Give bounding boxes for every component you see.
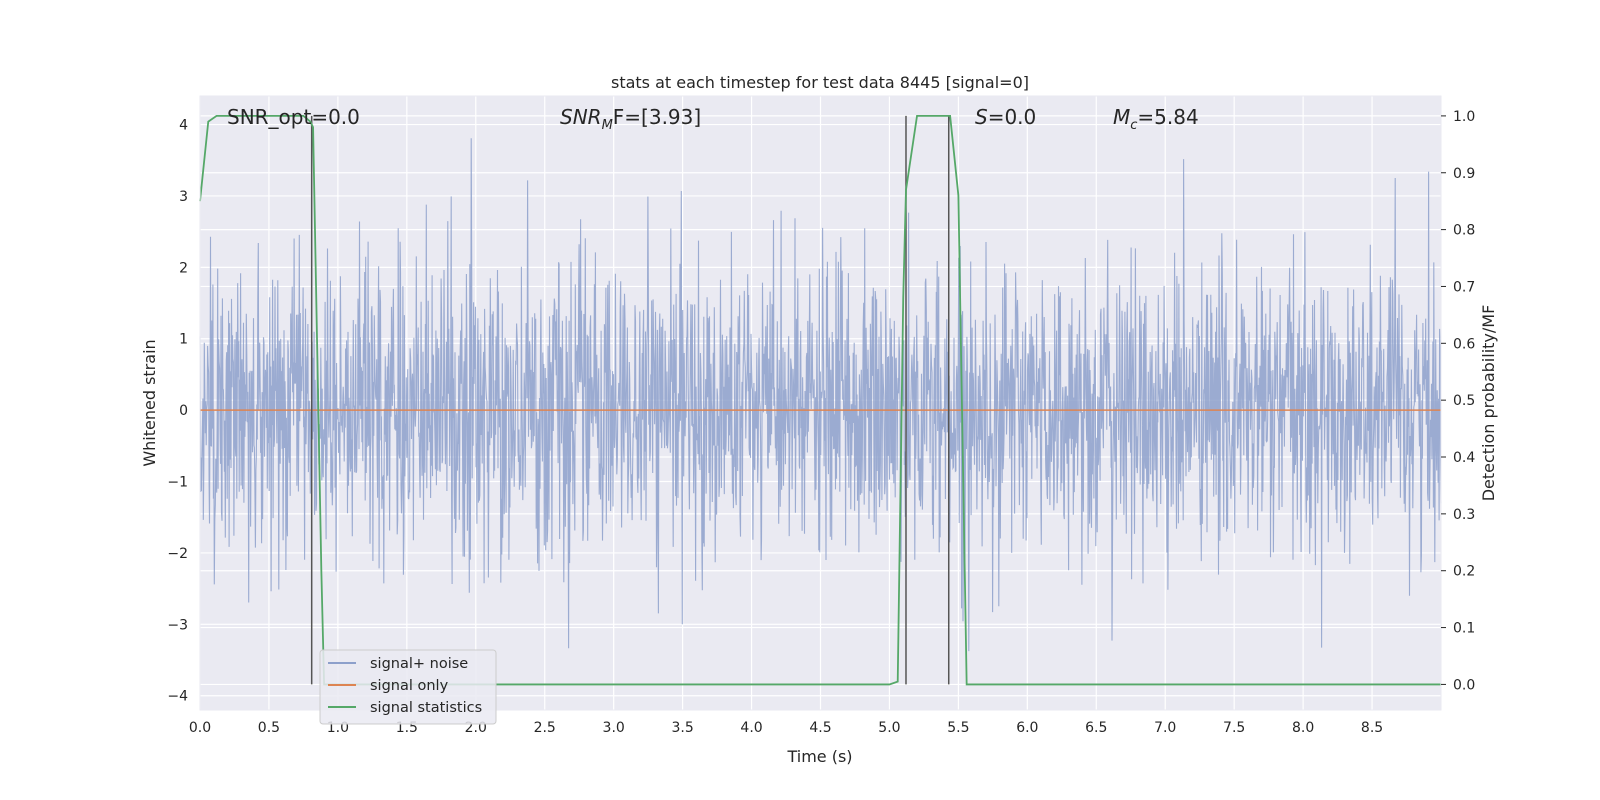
x-tick-label: 0.0 (189, 720, 211, 736)
snr-mf-prefix: SNR (560, 105, 602, 129)
y-tick-label-right: 0.8 (1453, 223, 1475, 239)
x-tick-label: 7.0 (1154, 720, 1176, 736)
y-tick-label-right: 0.7 (1453, 279, 1475, 295)
legend-label-signal-only: signal only (370, 678, 449, 694)
x-tick-label: 5.5 (947, 720, 969, 736)
x-axis-label: Time (s) (786, 747, 852, 766)
signal-statistics-line (199, 114, 1441, 686)
s-symbol: S (975, 105, 988, 129)
snr-mf-suffix: F=[3.93] (613, 105, 701, 129)
y-tick-label-right: 0.1 (1453, 621, 1475, 637)
y-tick-label-left: 4 (179, 118, 188, 134)
annotation-snr-mf: SNRMF=[3.93] (560, 105, 701, 133)
y-tick-label-right: 1.0 (1453, 109, 1475, 125)
y-tick-label-right: 0.0 (1453, 677, 1475, 693)
legend-label-signal-statistics: signal statistics (370, 700, 482, 716)
x-tick-label: 2.5 (534, 720, 556, 736)
y-tick-label-right: 0.5 (1453, 393, 1475, 409)
y-tick-label-left: −4 (167, 689, 188, 705)
legend-label-signal-noise: signal+ noise (370, 656, 468, 672)
x-tick-label: 3.5 (671, 720, 693, 736)
legend-box (319, 649, 497, 725)
x-tick-label: 8.0 (1292, 720, 1314, 736)
y-tick-label-left: −2 (167, 546, 188, 562)
y-tick-label-left: −1 (167, 475, 188, 491)
y-tick-label-left: 0 (179, 403, 188, 419)
x-tick-label: 3.0 (603, 720, 625, 736)
series-signal-noise (199, 138, 1442, 652)
y-axis-label-left: Whitened strain (140, 339, 159, 466)
s-value: =0.0 (988, 105, 1037, 129)
y-tick-label-right: 0.2 (1453, 564, 1475, 580)
mc-sub: c (1130, 118, 1137, 133)
x-tick-label: 7.5 (1223, 720, 1245, 736)
y-axis-label-right: Detection probability/MF (1479, 305, 1498, 502)
chart-marks (199, 95, 1442, 711)
x-tick-label: 4.0 (740, 720, 762, 736)
signal-noise-line (199, 138, 1442, 652)
x-tick-label: 4.5 (809, 720, 831, 736)
annotation-snr-opt: SNR_opt=0.0 (227, 105, 360, 129)
x-tick-label: 5.0 (878, 720, 900, 736)
legend: signal+ noise signal only signal statist… (319, 649, 497, 725)
y-tick-label-left: −3 (167, 617, 188, 633)
snr-mf-sub: M (602, 118, 613, 133)
y-tick-label-left: 2 (179, 260, 188, 276)
chart-title: stats at each timestep for test data 844… (611, 73, 1029, 92)
annotation-s: S=0.0 (975, 105, 1036, 129)
tick-labels: 0.0 0.5 1.0 1.5 2.0 2.5 3.0 3.5 4.0 4.5 5.0 5.5 6.0 6… (167, 109, 1475, 736)
y-tick-label-right: 0.4 (1453, 450, 1475, 466)
x-tick-label: 6.5 (1085, 720, 1107, 736)
annotation-mc: Mc=5.84 (1113, 105, 1199, 133)
y-tick-label-right: 0.9 (1453, 166, 1475, 182)
x-tick-label: 0.5 (258, 720, 280, 736)
y-tick-label-right: 0.6 (1453, 336, 1475, 352)
y-tick-label-right: 0.3 (1453, 507, 1475, 523)
plot-frame (199, 95, 1442, 711)
y-tick-label-left: 3 (179, 189, 188, 205)
mc-value: =5.84 (1137, 105, 1198, 129)
x-tick-label: 6.0 (1016, 720, 1038, 736)
mc-symbol: M (1113, 105, 1130, 129)
y-tick-label-left: 1 (179, 332, 188, 348)
x-tick-label: 8.5 (1361, 720, 1383, 736)
